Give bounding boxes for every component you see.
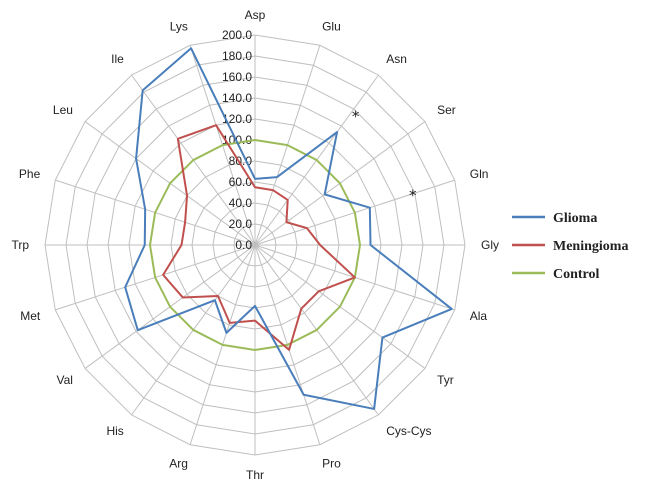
axis-label-asn: Asn xyxy=(386,52,407,66)
tick-label: 200.0 xyxy=(222,28,252,42)
tick-label: 140.0 xyxy=(222,91,252,105)
axis-label-ser: Ser xyxy=(437,103,456,117)
series-line-meningioma xyxy=(162,124,356,351)
axis-label-tyr: Tyr xyxy=(437,373,454,387)
radar-grid xyxy=(44,34,466,456)
axis-label-pro: Pro xyxy=(322,457,341,471)
legend-label-control: Control xyxy=(553,267,600,282)
axis-label-thr: Thr xyxy=(246,468,264,482)
axis-label-his: His xyxy=(106,424,123,438)
legend: Glioma Meningioma Control xyxy=(512,211,628,282)
axis-label-met: Met xyxy=(20,309,41,323)
radial-tick-labels: 0.020.040.060.080.0100.0120.0140.0160.01… xyxy=(222,28,252,252)
tick-label: 20.0 xyxy=(229,217,253,231)
tick-label: 120.0 xyxy=(222,112,252,126)
legend-label-glioma: Glioma xyxy=(553,211,597,226)
axis-labels: Asp Glu Asn Ser Gln Gly Ala Tyr Cys-Cys Pro Thr Arg… xyxy=(11,8,499,482)
data-series xyxy=(124,47,453,410)
series-line-control xyxy=(149,139,361,351)
axis-label-asp: Asp xyxy=(245,8,266,22)
annotations: ** xyxy=(352,108,417,205)
significance-star: * xyxy=(409,186,417,204)
tick-label: 80.0 xyxy=(229,154,253,168)
axis-label-leu: Leu xyxy=(53,103,73,117)
axis-label-gln: Gln xyxy=(470,167,489,181)
axis-label-gly: Gly xyxy=(481,238,499,252)
tick-label: 180.0 xyxy=(222,49,252,63)
series-line-glioma xyxy=(124,47,453,410)
tick-label: 40.0 xyxy=(229,196,253,210)
tick-label: 160.0 xyxy=(222,70,252,84)
axis-label-arg: Arg xyxy=(169,457,188,471)
axis-label-phe: Phe xyxy=(19,167,41,181)
axis-label-glu: Glu xyxy=(322,19,341,33)
legend-label-meningioma: Meningioma xyxy=(553,239,628,254)
axis-label-ala: Ala xyxy=(470,309,488,323)
axis-label-lys: Lys xyxy=(170,19,188,33)
axis-label-val: Val xyxy=(56,373,72,387)
axis-label-cys-cys: Cys-Cys xyxy=(386,424,431,438)
tick-label: 0.0 xyxy=(235,238,252,252)
significance-star: * xyxy=(352,108,360,126)
tick-label: 60.0 xyxy=(229,175,253,189)
axis-label-ile: Ile xyxy=(111,52,124,66)
axis-label-trp: Trp xyxy=(11,238,29,252)
